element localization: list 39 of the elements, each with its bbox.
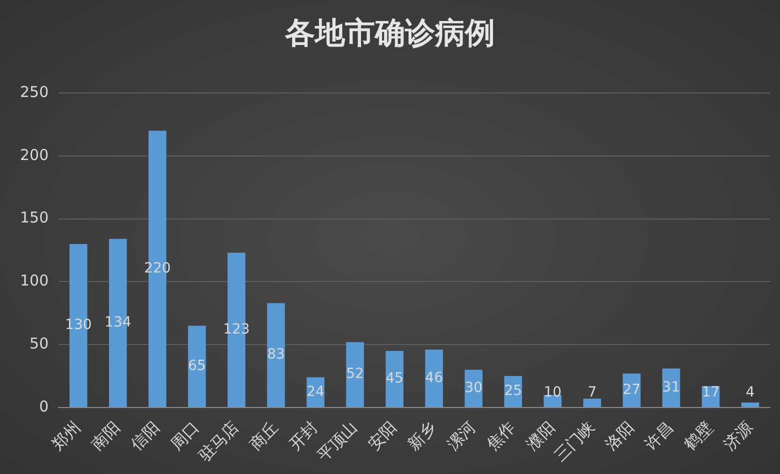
bar <box>741 402 760 407</box>
x-tick-label: 安阳 <box>364 418 400 454</box>
bar <box>425 350 443 407</box>
data-label: 17 <box>702 384 720 401</box>
y-tick-label: 100 <box>20 272 49 290</box>
x-tick-label: 商丘 <box>246 418 282 454</box>
y-tick-label: 0 <box>39 397 49 416</box>
data-label: 83 <box>267 346 285 363</box>
data-label: 24 <box>306 384 325 400</box>
x-tick-label: 漯河 <box>443 418 480 454</box>
bar <box>583 398 602 407</box>
x-tick-label: 焦作 <box>482 418 519 454</box>
data-label: 45 <box>386 370 404 387</box>
data-label: 7 <box>588 384 597 401</box>
y-tick-label: 200 <box>20 146 49 164</box>
bar <box>188 326 206 407</box>
y-tick-label: 50 <box>30 334 49 352</box>
bar <box>386 350 404 407</box>
x-tick-label: 信阳 <box>127 418 164 454</box>
x-tick-label: 新乡 <box>404 418 440 454</box>
x-tick-label: 郑州 <box>48 418 84 454</box>
y-tick-label: 150 <box>20 208 49 227</box>
bar <box>346 342 364 407</box>
y-tick-label: 250 <box>20 82 49 101</box>
data-label: 31 <box>662 379 680 396</box>
data-label: 46 <box>425 370 444 386</box>
bar <box>267 303 285 407</box>
x-tick-label: 鹤壁 <box>680 418 716 454</box>
data-label: 25 <box>504 383 522 400</box>
data-label: 30 <box>464 380 483 396</box>
data-label: 65 <box>188 358 206 374</box>
chart-title: 各地市确诊病例 <box>284 16 495 51</box>
x-tick-label: 南阳 <box>88 418 124 454</box>
data-label: 27 <box>622 382 641 398</box>
x-tick-label: 济源 <box>720 418 756 454</box>
data-label: 4 <box>746 384 755 401</box>
x-tick-label: 洛阳 <box>601 418 638 454</box>
data-label: 52 <box>346 366 364 382</box>
x-tick-label: 许昌 <box>640 418 677 454</box>
